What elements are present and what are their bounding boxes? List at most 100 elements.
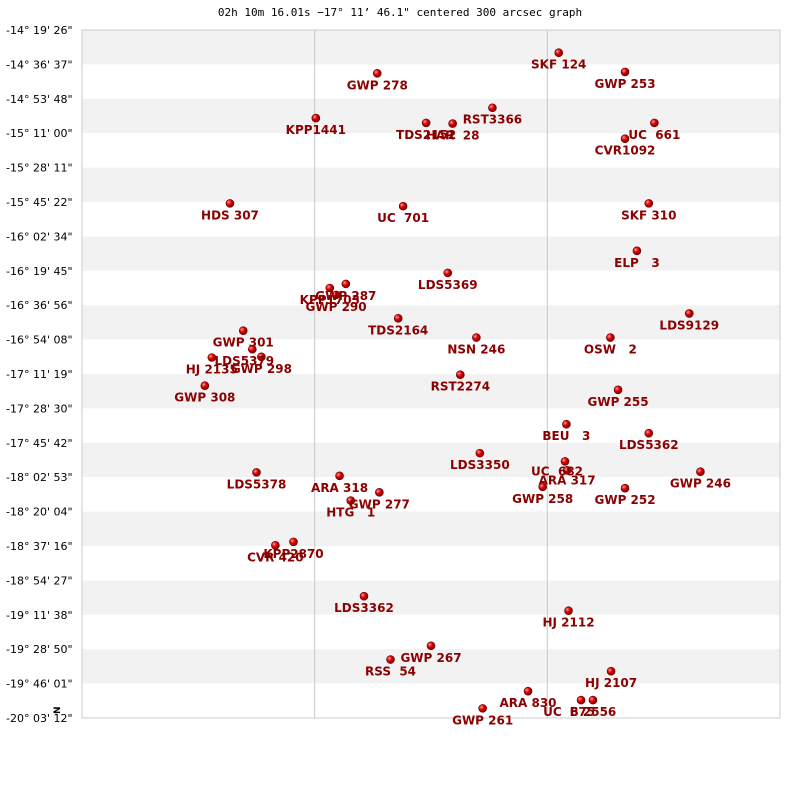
star-label: GWP 298: [231, 362, 292, 376]
grid-band: [82, 477, 780, 512]
star-point: [289, 537, 298, 547]
background-bands: [82, 30, 780, 718]
star-point: [398, 201, 408, 211]
grid-band: [82, 580, 780, 615]
star-label: LDS5369: [418, 278, 478, 292]
star-label: LDS3350: [450, 458, 510, 472]
star-point: [523, 686, 533, 696]
star-point: [225, 199, 235, 208]
star-label: TDS2164: [368, 323, 428, 337]
chart-title: 02h 10m 16.01s −17° 11’ 46.1" centered 3…: [218, 6, 582, 19]
star-label: OSW 2: [584, 343, 637, 357]
star-point: [252, 468, 261, 477]
star-point: [331, 290, 341, 300]
grid-band: [82, 374, 780, 409]
star-point: [554, 48, 564, 58]
star-point: [372, 69, 382, 78]
star-point: [620, 134, 630, 144]
y-tick-label: -17° 28' 30": [6, 402, 73, 415]
star-point: [606, 333, 615, 342]
star-label: HJ 2135: [186, 362, 238, 376]
star-point: [386, 655, 395, 664]
grid-band: [82, 167, 780, 202]
star-label: HAR 28: [426, 129, 480, 143]
y-tick-label: -19° 11' 38": [6, 609, 73, 622]
y-tick-label: -18° 02' 53": [6, 471, 73, 484]
star-label: NSN 246: [447, 343, 505, 357]
y-tick-label: -19° 28' 50": [6, 643, 73, 656]
star-point: [564, 606, 573, 615]
grid-band: [82, 236, 780, 271]
grid-band: [82, 98, 780, 134]
star-point: [562, 466, 572, 475]
star-label: TDS2152: [396, 128, 456, 142]
star-point: [644, 428, 654, 438]
star-point: [650, 118, 659, 128]
star-point: [393, 313, 403, 323]
star-label: GWP 258: [512, 492, 573, 506]
y-tick-label: -20° 03' 12": [6, 712, 73, 725]
star-point: [421, 118, 431, 128]
y-tick-label: -18° 54' 27": [6, 574, 73, 587]
star-label: LDS5362: [619, 438, 679, 452]
y-tick-label: -14° 19' 26": [6, 24, 73, 37]
star-label: UC 661: [628, 128, 680, 142]
star-point: [271, 541, 280, 550]
star-point: [456, 370, 465, 379]
star-point: [478, 704, 487, 713]
y-tick-label: -15° 28' 11": [6, 162, 73, 175]
star-label: KPP2870: [263, 547, 323, 561]
star-label: RST3366: [463, 113, 522, 127]
star-point: [562, 419, 571, 429]
y-tick-label: -17° 11' 19": [6, 368, 73, 381]
y-tick-label: -16° 54' 08": [6, 334, 73, 347]
y-tick-label: -19° 46' 01": [6, 678, 73, 691]
y-tick-label: -15° 45' 22": [6, 196, 73, 209]
y-tick-label: -16° 19' 45": [6, 265, 73, 278]
star-label: LDS3362: [334, 601, 394, 615]
grid-band: [82, 305, 780, 340]
star-point: [448, 119, 457, 128]
star-point: [238, 326, 248, 335]
star-label: GWP 287: [315, 289, 376, 303]
star-label: GWP 267: [400, 651, 461, 665]
star-point: [359, 591, 369, 601]
star-point: [488, 103, 497, 113]
star-label: HJ 2107: [585, 676, 637, 690]
grid-band: [82, 546, 780, 581]
grid-band: [82, 649, 780, 684]
star-label: SKF 310: [621, 208, 676, 222]
star-point: [325, 283, 335, 293]
star-label: LDS5378: [227, 477, 287, 491]
y-tick-labels: -14° 19' 26" -14° 36' 37" -14° 53' 48" -15°…: [6, 24, 73, 725]
star-label: GWP 301: [213, 336, 274, 350]
star-label: UC 675: [543, 705, 595, 719]
grid-band: [82, 270, 780, 306]
star-label: LDS9129: [659, 318, 719, 332]
y-tick-label: -14° 53' 48": [6, 93, 73, 106]
star-point: [475, 448, 485, 458]
y-tick-label: -14° 36' 37": [6, 58, 73, 71]
star-label: RSS 54: [365, 665, 416, 679]
star-point: [620, 67, 630, 77]
star-point: [311, 113, 321, 123]
star-point: [644, 199, 654, 208]
star-label: GWP 278: [347, 78, 408, 92]
star-label: HJ 2112: [542, 616, 594, 630]
star-point: [620, 483, 630, 493]
grid-band: [82, 442, 780, 478]
star-point: [257, 352, 266, 362]
star-point: [684, 309, 694, 318]
north-indicator: N: [53, 706, 63, 714]
star-point: [200, 381, 210, 390]
star-label: UC 701: [377, 211, 429, 225]
star-label: KPP1441: [286, 123, 346, 137]
star-label: ARA 830: [499, 696, 556, 710]
star-label: GWP 261: [452, 713, 513, 727]
grid-band: [82, 202, 780, 237]
star-point: [248, 344, 257, 354]
star-point: [588, 695, 598, 705]
grid-band: [82, 30, 780, 65]
y-tick-label: -15° 11' 00": [6, 127, 73, 140]
